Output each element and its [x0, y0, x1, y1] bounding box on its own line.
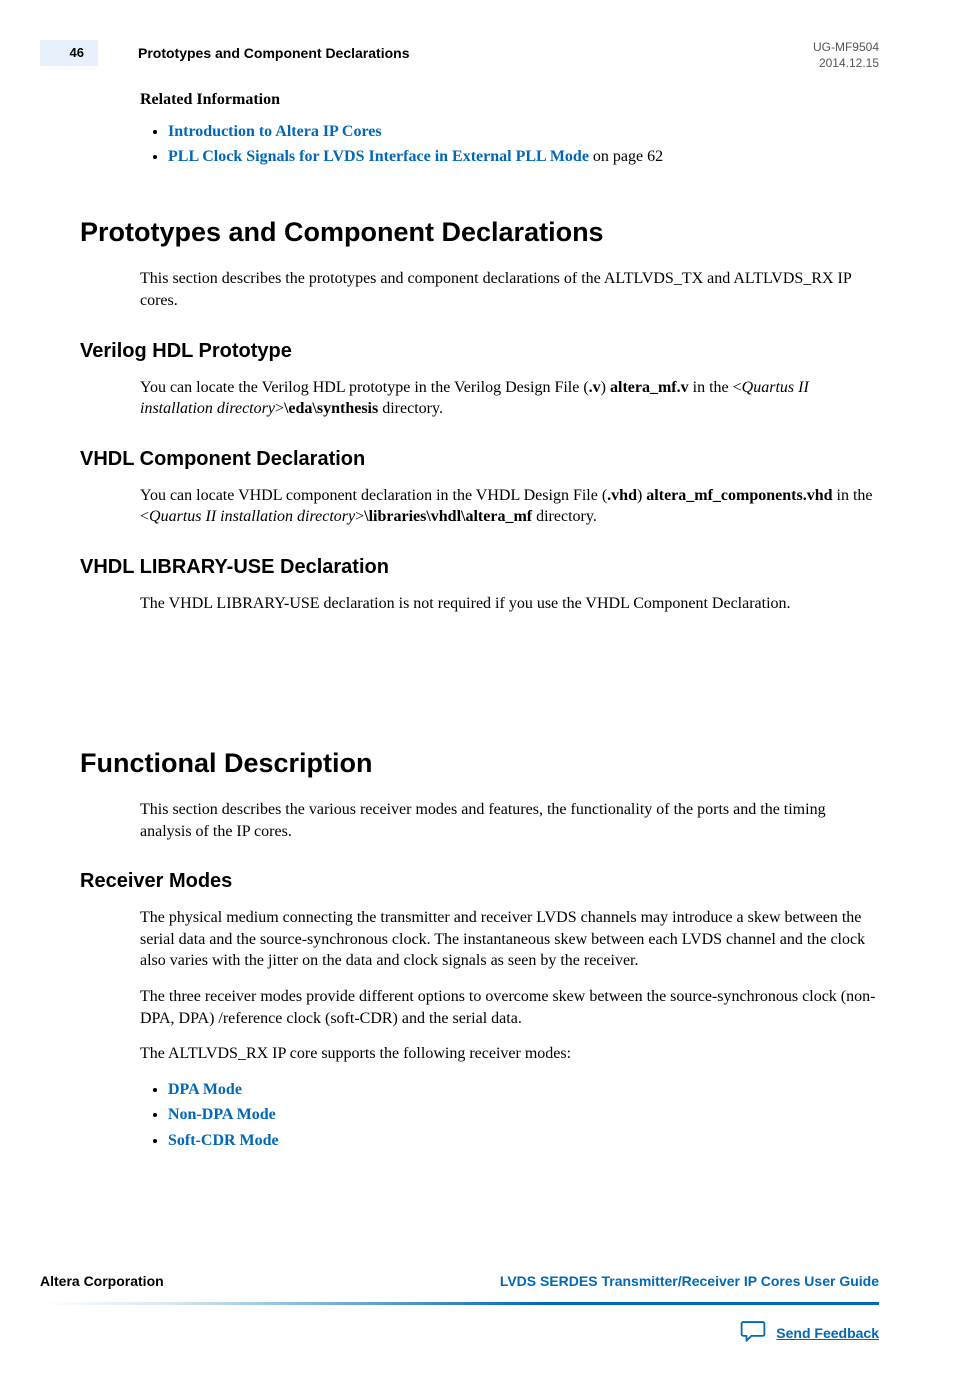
subsection-heading-receiver: Receiver Modes — [80, 868, 879, 895]
receiver-p1: The physical medium connecting the trans… — [140, 907, 879, 972]
file-ext: .vhd — [607, 487, 637, 504]
text: ) — [637, 487, 646, 504]
mode-link-non-dpa[interactable]: Non-DPA Mode — [168, 1106, 276, 1123]
related-link-altera-ip[interactable]: Introduction to Altera IP Cores — [168, 123, 382, 140]
text: You can locate VHDL component declaratio… — [140, 487, 607, 504]
related-item: PLL Clock Signals for LVDS Interface in … — [168, 146, 879, 168]
feedback-label: Send Feedback — [776, 1324, 879, 1343]
file-ext: .v — [589, 379, 601, 396]
section-heading-functional: Functional Description — [80, 745, 879, 781]
file-name: altera_mf.v — [610, 379, 689, 396]
subsection-heading-vhdl-comp: VHDL Component Declaration — [80, 446, 879, 473]
receiver-modes-list: DPA Mode Non-DPA Mode Soft-CDR Mode — [160, 1079, 879, 1152]
vhdl-lib-paragraph: The VHDL LIBRARY-USE declaration is not … — [140, 593, 879, 615]
install-dir-italic: Quartus II installation directory — [149, 508, 355, 525]
list-item: Non-DPA Mode — [168, 1104, 879, 1126]
related-link-pll-clock[interactable]: PLL Clock Signals for LVDS Interface in … — [168, 148, 589, 165]
page-number-badge: 46 — [40, 40, 98, 66]
list-item: Soft-CDR Mode — [168, 1130, 879, 1152]
mode-link-dpa[interactable]: DPA Mode — [168, 1081, 242, 1098]
running-title: Prototypes and Component Declarations — [138, 44, 813, 63]
page-content: Related Information Introduction to Alte… — [140, 89, 879, 168]
related-info-heading: Related Information — [140, 89, 879, 111]
related-item: Introduction to Altera IP Cores — [168, 121, 879, 143]
verilog-paragraph: You can locate the Verilog HDL prototype… — [140, 377, 879, 420]
page-number: 46 — [70, 44, 84, 62]
related-info-list: Introduction to Altera IP Cores PLL Cloc… — [160, 121, 879, 168]
page-footer: Altera Corporation LVDS SERDES Transmitt… — [40, 1272, 879, 1349]
mode-link-soft-cdr[interactable]: Soft-CDR Mode — [168, 1132, 279, 1149]
text: You can locate the Verilog HDL prototype… — [140, 379, 589, 396]
doc-date: 2014.12.15 — [813, 56, 879, 72]
subsection-heading-verilog: Verilog HDL Prototype — [80, 338, 879, 365]
path: \eda\synthesis — [284, 400, 378, 417]
footer-corporation: Altera Corporation — [40, 1272, 164, 1291]
text: ) — [601, 379, 610, 396]
vhdl-comp-paragraph: You can locate VHDL component declaratio… — [140, 485, 879, 528]
text: directory. — [532, 508, 597, 525]
text: directory. — [378, 400, 443, 417]
path: \libraries\vhdl\altera_mf — [364, 508, 532, 525]
receiver-p2: The three receiver modes provide differe… — [140, 986, 879, 1029]
send-feedback-link[interactable]: Send Feedback — [740, 1319, 879, 1348]
text: in the — [833, 487, 873, 504]
receiver-p3: The ALTLVDS_RX IP core supports the foll… — [140, 1043, 879, 1065]
subsection-heading-vhdl-lib: VHDL LIBRARY-USE Declaration — [80, 554, 879, 581]
functional-intro: This section describes the various recei… — [140, 799, 879, 842]
text: in the — [689, 379, 733, 396]
header-meta: UG-MF9504 2014.12.15 — [813, 40, 879, 71]
page-header: 46 Prototypes and Component Declarations… — [40, 40, 879, 71]
footer-gradient-rule — [40, 1302, 879, 1305]
list-item: DPA Mode — [168, 1079, 879, 1101]
footer-guide-title[interactable]: LVDS SERDES Transmitter/Receiver IP Core… — [500, 1272, 879, 1291]
speech-bubble-icon — [740, 1319, 766, 1348]
file-name: altera_mf_components.vhd — [646, 487, 832, 504]
section-heading-prototypes: Prototypes and Component Declarations — [80, 214, 879, 250]
related-suffix: on page 62 — [589, 148, 663, 165]
section-intro: This section describes the prototypes an… — [140, 268, 879, 311]
doc-id: UG-MF9504 — [813, 40, 879, 56]
